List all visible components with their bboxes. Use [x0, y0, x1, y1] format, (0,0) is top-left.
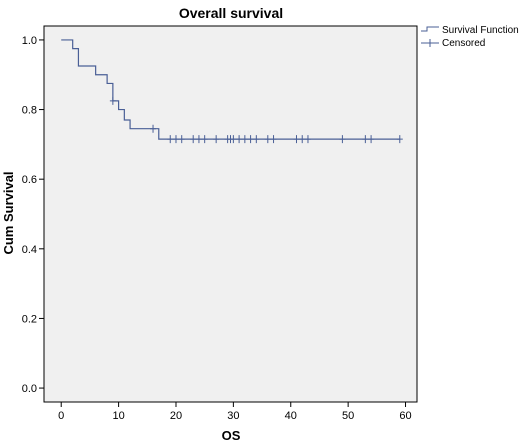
x-tick-label: 20: [170, 410, 182, 422]
legend-survival-swatch: [421, 26, 439, 32]
censored-marker: [201, 135, 208, 144]
censored-marker: [167, 135, 174, 144]
series-layer: [61, 39, 403, 144]
x-tick-label: 10: [112, 410, 124, 422]
y-tick-label: 0.2: [22, 313, 37, 325]
legend: Survival Function Censored: [421, 25, 519, 49]
x-tick-label: 60: [399, 410, 411, 422]
x-axis-title: OS: [222, 428, 241, 443]
y-tick-label: 1.0: [22, 35, 37, 47]
censored-marker: [190, 135, 197, 144]
censored-marker: [362, 135, 369, 144]
censored-marker: [339, 135, 346, 144]
legend-survival-label: Survival Function: [442, 25, 519, 36]
censored-marker: [195, 135, 202, 144]
y-tick-label: 0.8: [22, 105, 37, 117]
censored-marker: [264, 135, 271, 144]
y-axis: 0.0 0.2 0.4 0.6 0.8 1.0: [22, 35, 44, 395]
censored-marker: [396, 135, 403, 144]
censored-marker: [299, 135, 306, 144]
chart-title: Overall survival: [179, 5, 283, 21]
legend-censored-label: Censored: [442, 38, 485, 49]
censored-marker: [270, 135, 277, 144]
censored-marker: [241, 135, 248, 144]
censored-marker: [368, 135, 375, 144]
x-tick-label: 0: [58, 410, 64, 422]
x-tick-label: 40: [285, 410, 297, 422]
censored-marker: [304, 135, 311, 144]
censored-marker: [109, 96, 116, 105]
y-axis-title: Cum Survival: [1, 171, 16, 254]
censored-marker: [247, 135, 254, 144]
y-tick-label: 0.0: [22, 383, 37, 395]
y-tick-label: 0.4: [22, 244, 37, 256]
censored-marker: [230, 135, 237, 144]
y-tick-label: 0.6: [22, 174, 37, 186]
x-tick-label: 30: [227, 410, 239, 422]
censored-marker: [213, 135, 220, 144]
censored-marker: [150, 124, 157, 133]
plot-area: [43, 25, 418, 403]
censored-marker: [172, 135, 179, 144]
survival-function-line: [61, 39, 400, 140]
censored-marker: [253, 135, 260, 144]
x-axis: 0 10 20 30 40 50 60: [58, 402, 412, 422]
censored-marker: [293, 135, 300, 144]
censored-marker: [236, 135, 243, 144]
censored-marker: [178, 135, 185, 144]
x-tick-label: 50: [342, 410, 354, 422]
